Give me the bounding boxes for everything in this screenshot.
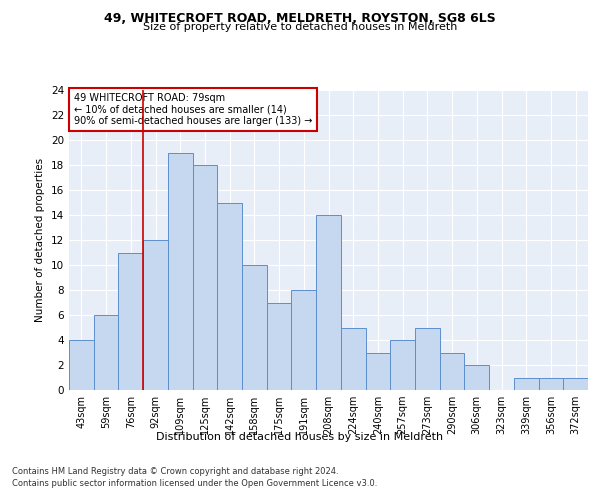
- Bar: [69, 340, 94, 390]
- Bar: [242, 265, 267, 390]
- Bar: [316, 215, 341, 390]
- Bar: [193, 165, 217, 390]
- Bar: [365, 352, 390, 390]
- Text: 49 WHITECROFT ROAD: 79sqm
← 10% of detached houses are smaller (14)
90% of semi-: 49 WHITECROFT ROAD: 79sqm ← 10% of detac…: [74, 93, 313, 126]
- Bar: [390, 340, 415, 390]
- Bar: [267, 302, 292, 390]
- Bar: [118, 252, 143, 390]
- Bar: [341, 328, 365, 390]
- Bar: [464, 365, 489, 390]
- Bar: [440, 352, 464, 390]
- Bar: [217, 202, 242, 390]
- Text: 49, WHITECROFT ROAD, MELDRETH, ROYSTON, SG8 6LS: 49, WHITECROFT ROAD, MELDRETH, ROYSTON, …: [104, 12, 496, 26]
- Bar: [415, 328, 440, 390]
- Text: Contains public sector information licensed under the Open Government Licence v3: Contains public sector information licen…: [12, 479, 377, 488]
- Bar: [563, 378, 588, 390]
- Bar: [514, 378, 539, 390]
- Bar: [539, 378, 563, 390]
- Bar: [168, 152, 193, 390]
- Bar: [143, 240, 168, 390]
- Text: Size of property relative to detached houses in Meldreth: Size of property relative to detached ho…: [143, 22, 457, 32]
- Y-axis label: Number of detached properties: Number of detached properties: [35, 158, 46, 322]
- Bar: [292, 290, 316, 390]
- Text: Contains HM Land Registry data © Crown copyright and database right 2024.: Contains HM Land Registry data © Crown c…: [12, 468, 338, 476]
- Bar: [94, 315, 118, 390]
- Text: Distribution of detached houses by size in Meldreth: Distribution of detached houses by size …: [157, 432, 443, 442]
